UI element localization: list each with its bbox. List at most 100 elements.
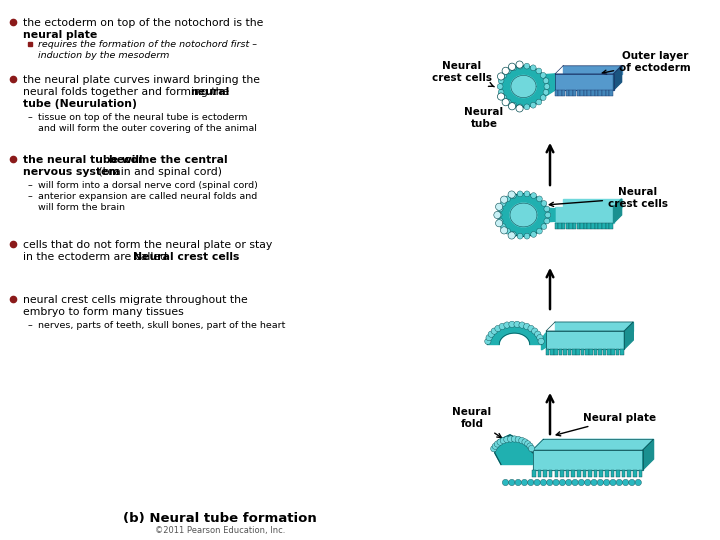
- Circle shape: [517, 104, 523, 110]
- Circle shape: [501, 94, 507, 100]
- Circle shape: [502, 99, 509, 106]
- Bar: [554, 223, 558, 230]
- Bar: [558, 223, 562, 230]
- Bar: [591, 223, 595, 230]
- Circle shape: [517, 191, 523, 197]
- Circle shape: [510, 193, 516, 198]
- Circle shape: [572, 480, 578, 485]
- Circle shape: [499, 323, 505, 329]
- Polygon shape: [643, 440, 654, 470]
- Circle shape: [616, 480, 622, 485]
- Bar: [28, 42, 32, 46]
- Text: in the ectoderm are called: in the ectoderm are called: [23, 252, 171, 262]
- Text: tissue on top of the neural tube is ectoderm: tissue on top of the neural tube is ecto…: [38, 113, 248, 122]
- Circle shape: [516, 61, 523, 68]
- Circle shape: [524, 63, 530, 69]
- Text: nerves, parts of teeth, skull bones, part of the heart: nerves, parts of teeth, skull bones, par…: [38, 321, 285, 330]
- Bar: [580, 90, 584, 97]
- Bar: [577, 223, 580, 230]
- Polygon shape: [533, 450, 643, 470]
- Circle shape: [498, 93, 505, 100]
- Circle shape: [502, 67, 509, 75]
- Text: nervous system: nervous system: [23, 167, 120, 177]
- Circle shape: [524, 191, 530, 197]
- Circle shape: [510, 232, 516, 238]
- Bar: [594, 470, 598, 477]
- Text: Neural
crest cells: Neural crest cells: [549, 187, 668, 209]
- Text: (b) Neural tube formation: (b) Neural tube formation: [123, 512, 317, 525]
- Circle shape: [528, 480, 534, 485]
- Circle shape: [528, 446, 535, 451]
- Circle shape: [543, 90, 549, 95]
- Bar: [538, 470, 541, 477]
- Bar: [549, 470, 552, 477]
- Polygon shape: [563, 199, 621, 207]
- Text: will form into a dorsal nerve cord (spinal cord): will form into a dorsal nerve cord (spin…: [38, 181, 258, 190]
- Text: become the central: become the central: [109, 155, 228, 165]
- Circle shape: [508, 191, 516, 198]
- Circle shape: [505, 99, 511, 105]
- Bar: [577, 90, 580, 97]
- Polygon shape: [613, 66, 621, 90]
- Bar: [576, 349, 580, 355]
- Circle shape: [540, 94, 546, 100]
- Text: and will form the outer covering of the animal: and will form the outer covering of the …: [38, 124, 257, 133]
- Bar: [598, 90, 602, 97]
- Text: neural: neural: [190, 87, 229, 97]
- Circle shape: [518, 437, 525, 444]
- Bar: [620, 349, 624, 355]
- Circle shape: [495, 203, 503, 211]
- Polygon shape: [511, 76, 536, 98]
- Bar: [602, 223, 606, 230]
- Polygon shape: [624, 322, 634, 349]
- Circle shape: [508, 232, 516, 239]
- Circle shape: [521, 480, 528, 485]
- Circle shape: [509, 321, 515, 327]
- Polygon shape: [555, 322, 634, 331]
- Text: Neural crest cells: Neural crest cells: [133, 252, 239, 262]
- Bar: [544, 470, 547, 477]
- Circle shape: [517, 63, 523, 69]
- Text: Neural
fold: Neural fold: [452, 407, 501, 437]
- Circle shape: [508, 63, 516, 70]
- Polygon shape: [510, 203, 537, 227]
- Circle shape: [519, 322, 525, 328]
- Polygon shape: [487, 324, 541, 345]
- Circle shape: [536, 334, 543, 341]
- Circle shape: [498, 206, 503, 212]
- Circle shape: [545, 212, 551, 218]
- Circle shape: [610, 480, 616, 485]
- Circle shape: [505, 228, 510, 234]
- Bar: [567, 349, 571, 355]
- Bar: [566, 470, 570, 477]
- Text: –: –: [28, 181, 32, 190]
- Circle shape: [603, 480, 610, 485]
- Circle shape: [534, 331, 541, 338]
- Circle shape: [525, 441, 531, 447]
- Bar: [602, 90, 606, 97]
- Text: anterior expansion are called neural folds and: anterior expansion are called neural fol…: [38, 192, 257, 201]
- Bar: [554, 349, 558, 355]
- Bar: [570, 90, 573, 97]
- Circle shape: [531, 193, 536, 198]
- Bar: [572, 470, 575, 477]
- Circle shape: [488, 331, 495, 338]
- Circle shape: [514, 321, 520, 327]
- Bar: [585, 349, 589, 355]
- Circle shape: [508, 480, 515, 485]
- Circle shape: [500, 437, 506, 444]
- Circle shape: [578, 480, 585, 485]
- Text: –: –: [28, 113, 32, 122]
- Bar: [594, 349, 598, 355]
- Text: –: –: [28, 321, 32, 330]
- Text: Neural plate: Neural plate: [556, 413, 657, 436]
- Circle shape: [534, 480, 540, 485]
- Circle shape: [498, 78, 504, 84]
- Bar: [605, 470, 608, 477]
- Circle shape: [523, 323, 530, 329]
- Bar: [595, 223, 598, 230]
- Bar: [588, 223, 591, 230]
- Text: Neural
tube: Neural tube: [464, 102, 514, 129]
- Circle shape: [500, 200, 506, 206]
- Bar: [611, 349, 615, 355]
